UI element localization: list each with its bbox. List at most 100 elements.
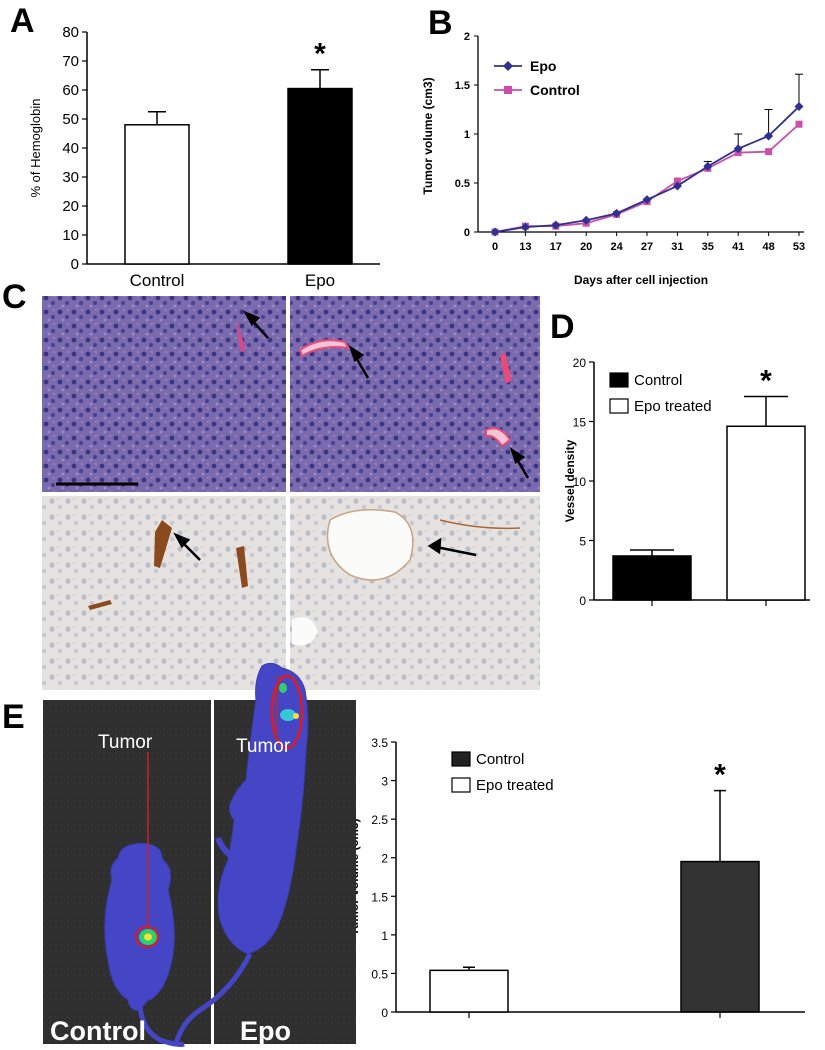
arrow-icon bbox=[173, 532, 201, 561]
x-tick-label: 53 bbox=[793, 241, 805, 253]
legend-swatch bbox=[609, 372, 629, 388]
x-tick-label: 20 bbox=[580, 241, 592, 253]
data-point bbox=[795, 120, 803, 128]
luminescence-signal bbox=[280, 709, 296, 721]
mouse-tail bbox=[137, 1005, 185, 1047]
y-tick-label: 0.5 bbox=[371, 967, 388, 981]
cd31-stain bbox=[439, 519, 521, 530]
vessel-lumen bbox=[298, 339, 350, 358]
panel-e-images: Tumor Tumor Control Epo bbox=[43, 662, 356, 1047]
cd31-stain bbox=[88, 600, 112, 610]
panel-label-b: B bbox=[428, 4, 453, 42]
arrow-icon bbox=[243, 310, 269, 339]
data-point bbox=[673, 177, 681, 185]
legend-swatch bbox=[451, 777, 471, 793]
legend-marker bbox=[503, 61, 513, 71]
y-tick-label: 0 bbox=[464, 227, 470, 239]
data-point bbox=[520, 222, 530, 232]
cd31-stain bbox=[154, 520, 172, 568]
data-point bbox=[764, 131, 774, 141]
y-tick-label: 20 bbox=[62, 198, 79, 215]
legend-label: Epo treated bbox=[476, 777, 554, 794]
y-tick-label: 1 bbox=[381, 929, 388, 943]
legend-label: Control bbox=[476, 751, 524, 768]
tumor-circle bbox=[270, 674, 304, 750]
x-tick-label: 0 bbox=[492, 241, 498, 253]
y-tick-label: 0 bbox=[579, 594, 586, 608]
y-tick-label: 3.5 bbox=[371, 736, 388, 750]
bar bbox=[612, 555, 692, 601]
mouse-silhouette bbox=[217, 662, 309, 955]
significance-star: * bbox=[760, 365, 772, 398]
epo-label: Epo bbox=[240, 1016, 291, 1046]
data-point bbox=[765, 148, 773, 156]
x-category-label: Epo bbox=[305, 271, 335, 290]
control-label: Control bbox=[50, 1016, 146, 1046]
data-point bbox=[490, 227, 500, 237]
y-tick-label: 0 bbox=[381, 1006, 388, 1020]
y-tick-label: 1 bbox=[464, 129, 470, 141]
vessel-lumen bbox=[326, 509, 414, 581]
x-tick-label: 27 bbox=[641, 241, 653, 253]
panel-label-d: D bbox=[550, 308, 575, 346]
y-axis-label: Tumor volume (cm3) bbox=[421, 77, 435, 194]
bar bbox=[429, 969, 509, 1013]
panel-c-micrographs bbox=[42, 296, 540, 690]
arrow-icon bbox=[348, 345, 370, 379]
series-line-epo bbox=[494, 105, 800, 233]
bar bbox=[680, 860, 760, 1013]
arrow-icon bbox=[427, 537, 477, 557]
y-tick-label: 0 bbox=[71, 256, 79, 273]
tumor-pointer bbox=[275, 675, 279, 741]
y-tick-label: 60 bbox=[62, 82, 79, 99]
legend-swatch bbox=[609, 398, 629, 414]
vessel-lumen bbox=[236, 318, 246, 352]
bar bbox=[287, 87, 353, 265]
y-tick-label: 20 bbox=[573, 356, 587, 370]
bar bbox=[726, 425, 806, 601]
vessel-lumen bbox=[500, 352, 512, 384]
y-tick-label: 5 bbox=[579, 535, 586, 549]
luminescence-signal bbox=[279, 683, 287, 693]
data-point bbox=[581, 215, 591, 225]
x-tick-label: 24 bbox=[610, 241, 623, 253]
legend-label: Control bbox=[530, 82, 580, 98]
vessel-lumen bbox=[485, 427, 512, 448]
vessel-lumen bbox=[292, 616, 318, 646]
y-tick-label: 15 bbox=[573, 416, 587, 430]
arrow-icon bbox=[509, 447, 530, 479]
significance-star: * bbox=[714, 759, 726, 792]
data-point bbox=[612, 208, 622, 218]
y-tick-label: 70 bbox=[62, 53, 79, 70]
chart-f: 00.511.522.533.5Tumor volume (cm3)*Contr… bbox=[347, 736, 805, 1020]
data-point bbox=[642, 195, 652, 205]
chart-a: 0 10 20 30 40 50 60 70 80 % of Hemoglobin Control E… bbox=[28, 24, 380, 290]
y-tick-label: 50 bbox=[62, 111, 79, 128]
panel-label-a: A bbox=[10, 2, 35, 40]
chart-d: 0 5 10 15 20 Vessel density * Control Epo treate… bbox=[563, 356, 810, 608]
legend-label: Control bbox=[634, 372, 682, 389]
y-tick-label: 2 bbox=[381, 852, 388, 866]
luminescence-signal bbox=[293, 713, 299, 719]
mouse-limb bbox=[215, 836, 238, 863]
y-tick-label: 1.5 bbox=[455, 80, 470, 92]
x-tick-label: 48 bbox=[762, 241, 774, 253]
y-axis-label: % of Hemoglobin bbox=[28, 99, 43, 198]
y-tick-label: 0.5 bbox=[455, 178, 470, 190]
y-tick-label: 40 bbox=[62, 140, 79, 157]
legend-label: Epo bbox=[530, 58, 556, 74]
legend-marker bbox=[504, 86, 512, 94]
data-point bbox=[733, 144, 743, 154]
x-category-label: Control bbox=[130, 271, 185, 290]
x-tick-label: 31 bbox=[671, 241, 683, 253]
ihc-epo-image bbox=[290, 496, 540, 690]
mouse-tail bbox=[173, 952, 253, 1045]
legend-swatch bbox=[451, 751, 471, 767]
bar bbox=[124, 124, 190, 265]
cd31-stain bbox=[236, 546, 248, 588]
tumor-label-epo: Tumor bbox=[236, 736, 291, 757]
y-tick-label: 80 bbox=[62, 24, 79, 41]
y-tick-label: 10 bbox=[573, 475, 587, 489]
